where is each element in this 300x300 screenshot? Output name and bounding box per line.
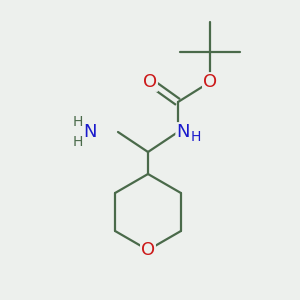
Text: O: O — [143, 73, 157, 91]
Text: H: H — [73, 135, 83, 149]
Text: N: N — [83, 123, 97, 141]
Text: H: H — [73, 115, 83, 129]
Text: H: H — [191, 130, 201, 144]
Text: N: N — [176, 123, 190, 141]
Text: O: O — [141, 241, 155, 259]
Text: O: O — [203, 73, 217, 91]
